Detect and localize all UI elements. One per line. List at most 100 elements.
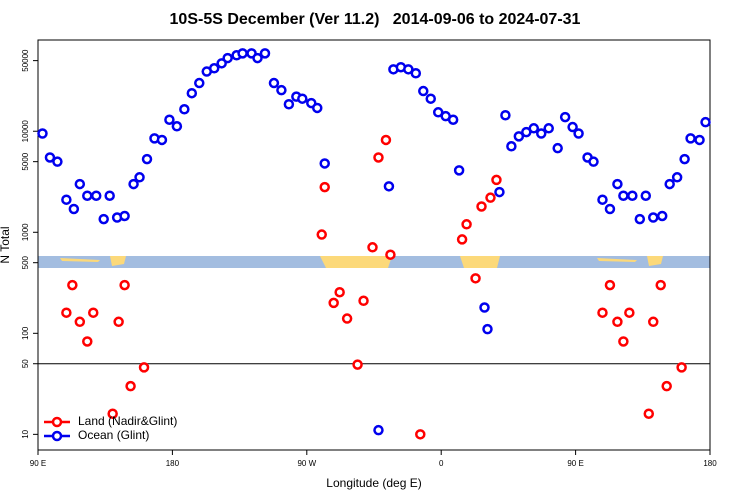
x-tick-label: 180 <box>166 459 180 468</box>
data-point <box>624 307 635 318</box>
data-point <box>648 316 659 328</box>
chart-title: 10S-5S December (Ver 11.2) 2014-09-06 to… <box>170 11 581 28</box>
data-point <box>476 201 487 212</box>
data-point <box>418 85 429 97</box>
x-tick-label: 180 <box>703 459 717 468</box>
data-point <box>634 213 646 225</box>
data-point <box>141 153 153 165</box>
data-point <box>358 295 369 307</box>
data-point <box>61 307 72 318</box>
data-point <box>567 121 578 133</box>
land-strip <box>320 256 392 268</box>
data-point <box>494 186 505 198</box>
data-point <box>640 190 652 201</box>
data-point <box>612 178 623 190</box>
data-point <box>648 212 659 223</box>
y-tick-label: 5000 <box>21 152 30 170</box>
y-tick-label: 10000 <box>21 120 30 143</box>
data-point <box>676 362 687 373</box>
data-point <box>552 142 563 154</box>
data-point <box>312 102 323 114</box>
y-axis-label: N Total <box>0 226 12 263</box>
data-point <box>385 249 396 260</box>
data-point <box>171 121 183 132</box>
data-point <box>664 178 675 190</box>
data-point <box>456 234 468 245</box>
data-point <box>164 114 175 125</box>
data-point <box>179 104 190 115</box>
data-point <box>352 359 363 370</box>
data-point <box>68 203 80 215</box>
data-point <box>74 316 86 328</box>
data-point <box>597 194 608 205</box>
data-point <box>380 134 392 146</box>
data-point <box>618 336 629 347</box>
data-point <box>536 128 547 139</box>
data-point <box>612 316 623 328</box>
land-strip <box>647 256 663 266</box>
data-point <box>373 152 384 163</box>
data-point <box>604 279 616 291</box>
data-point <box>186 87 198 99</box>
legend-label: Land (Nadir&Glint) <box>78 414 177 428</box>
data-point <box>506 141 517 152</box>
data-point <box>685 133 696 144</box>
land-strip <box>597 258 637 262</box>
data-point <box>328 297 339 309</box>
data-point <box>453 165 465 176</box>
data-point <box>138 362 150 373</box>
data-point <box>470 273 481 284</box>
data-point <box>415 429 426 440</box>
data-point <box>297 93 308 104</box>
data-point <box>259 48 271 59</box>
data-point <box>694 134 705 146</box>
data-point <box>655 279 666 291</box>
data-point <box>491 174 502 186</box>
x-tick-label: 90 E <box>30 459 46 468</box>
data-point <box>679 153 690 165</box>
data-point <box>194 77 205 89</box>
x-tick-label: 90 E <box>567 459 583 468</box>
data-point <box>383 181 395 192</box>
data-point <box>700 116 711 128</box>
legend-marker <box>51 430 63 442</box>
data-point <box>513 131 525 142</box>
data-point <box>276 84 287 96</box>
data-point <box>252 52 263 64</box>
data-point <box>74 178 86 190</box>
y-tick-label: 50000 <box>21 49 30 72</box>
data-point <box>134 172 145 183</box>
data-point <box>671 172 683 183</box>
y-tick-label: 100 <box>21 326 30 340</box>
data-point <box>82 336 93 347</box>
data-point <box>82 190 93 201</box>
data-point <box>61 194 72 205</box>
data-point <box>373 424 384 436</box>
data-point <box>447 114 459 125</box>
data-point <box>573 128 584 139</box>
y-tick-label: 10 <box>21 429 30 438</box>
data-point <box>656 210 668 222</box>
data-point <box>67 279 78 291</box>
data-point <box>604 203 616 215</box>
land-strip <box>110 256 126 266</box>
data-point <box>597 307 608 318</box>
data-point <box>208 63 220 74</box>
data-point <box>125 380 136 392</box>
data-point <box>341 313 353 324</box>
data-point <box>528 123 540 134</box>
data-point <box>119 210 130 222</box>
y-tick-label: 50 <box>21 359 30 368</box>
y-tick-label: 1000 <box>21 223 30 241</box>
data-point <box>479 302 490 313</box>
data-point <box>237 48 248 59</box>
data-point <box>128 178 139 190</box>
data-point <box>543 123 554 134</box>
data-point <box>44 152 56 163</box>
data-point <box>500 109 511 121</box>
data-point <box>627 190 638 201</box>
data-point <box>588 156 599 167</box>
data-point <box>107 408 118 419</box>
y-tick-label: 500 <box>21 255 30 269</box>
data-point <box>319 158 330 169</box>
